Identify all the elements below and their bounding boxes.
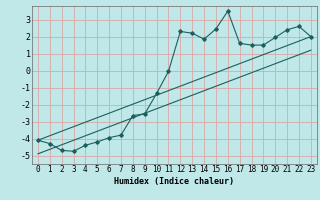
X-axis label: Humidex (Indice chaleur): Humidex (Indice chaleur) (115, 177, 234, 186)
